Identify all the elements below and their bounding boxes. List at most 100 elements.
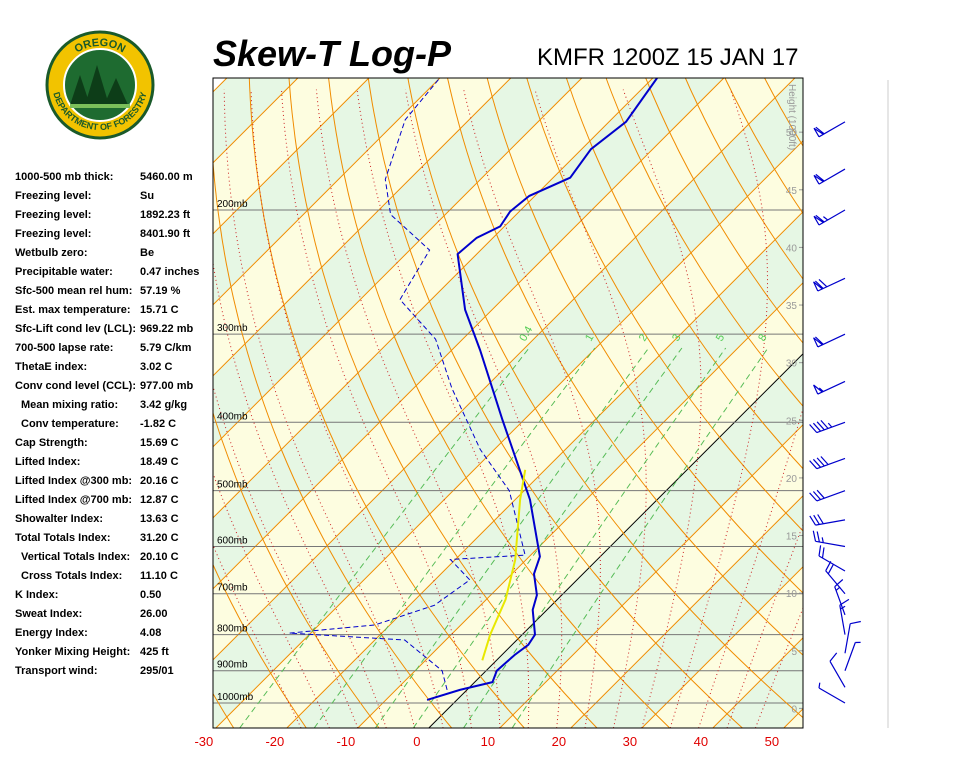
stat-value: 20.10 C — [140, 551, 179, 563]
stat-value: 20.16 C — [140, 475, 179, 487]
dry-adiabat — [486, 78, 803, 594]
barb-shape — [844, 620, 861, 654]
pressure-label: 700mb — [217, 583, 248, 594]
dry-adiabat — [213, 156, 453, 728]
pressure-label: 900mb — [217, 660, 248, 671]
x-tick-label: -10 — [336, 734, 355, 749]
stat-label: Mean mixing ratio: — [21, 399, 118, 411]
logo-top-text: OREGON — [73, 37, 128, 56]
barb-shape — [813, 333, 846, 348]
dry-adiabat — [288, 78, 598, 728]
dry-adiabat — [407, 78, 803, 719]
stat-value: 0.47 inches — [140, 266, 199, 278]
plot-frame — [212, 77, 804, 729]
isotherm — [641, 566, 803, 728]
wind-barb — [813, 121, 846, 138]
chart-subtitle: KMFR 1200Z 15 JAN 17 — [537, 44, 798, 71]
logo-ground — [70, 104, 130, 108]
stat-label: Yonker Mixing Height: — [15, 646, 130, 658]
barb-shape — [818, 545, 846, 572]
isotherm — [213, 78, 654, 519]
x-tick-label: 20 — [552, 734, 566, 749]
height-tick-label: 45 — [786, 186, 798, 197]
x-tick-label: 50 — [765, 734, 779, 749]
moist-adiabat — [726, 523, 803, 728]
dry-adiabat — [724, 78, 803, 215]
mixing-ratio-line — [313, 347, 596, 728]
stat-label: Lifted Index @300 mb: — [15, 475, 132, 487]
wind-barb — [809, 420, 846, 434]
isotherm — [215, 140, 803, 728]
stat-value: 8401.90 ft — [140, 228, 190, 240]
stat-value: 1892.23 ft — [140, 209, 190, 221]
isotherm — [499, 424, 803, 728]
isotherm-band — [783, 708, 803, 728]
barb-shape — [818, 682, 846, 704]
dry-adiabat — [605, 78, 803, 407]
mixing-ratio-label: 3 — [670, 332, 683, 343]
profile-line — [481, 469, 527, 661]
dry-adiabat — [684, 78, 803, 280]
isotherm — [286, 211, 803, 728]
x-tick-label: 10 — [481, 734, 495, 749]
stat-value: 969.22 mb — [140, 323, 193, 335]
isotherm — [570, 495, 803, 728]
wind-barb — [813, 380, 846, 395]
height-tick-label: 5 — [791, 647, 797, 658]
stat-value: 295/01 — [140, 665, 174, 677]
plot-area — [213, 78, 960, 728]
height-tick-label: 40 — [786, 243, 798, 254]
pressure-label: 800mb — [217, 624, 248, 635]
dry-adiabat — [328, 78, 671, 728]
wind-barb — [813, 168, 846, 185]
plot-overlay: 200mb 300mb 400mb 500mb 600mb 700mb 800mb 900mb… — [194, 84, 803, 749]
isotherm — [213, 78, 370, 235]
isotherm — [855, 78, 960, 728]
isotherm — [213, 78, 725, 590]
height-tick-label: 25 — [786, 416, 798, 427]
x-tick-label: 40 — [694, 734, 708, 749]
stat-value: 31.20 C — [140, 532, 179, 544]
barb-shape — [813, 168, 846, 185]
height-tick-label: 10 — [786, 589, 798, 600]
isotherm-band — [855, 78, 960, 728]
stat-label: Vertical Totals Index: — [21, 551, 130, 563]
isotherm — [213, 78, 512, 377]
pressure-label: 400mb — [217, 411, 248, 422]
barb-shape — [813, 209, 846, 226]
pressure-label: 300mb — [217, 323, 248, 334]
wind-barb — [829, 652, 846, 688]
barb-shape — [813, 277, 846, 292]
moist-adiabat — [463, 89, 601, 728]
dry-adiabat — [213, 563, 307, 728]
stat-value: 977.00 mb — [140, 380, 193, 392]
mixing-ratio-label: 5 — [714, 332, 727, 343]
stat-label: Precipitable water: — [15, 266, 113, 278]
stat-label: Freezing level: — [15, 209, 91, 221]
isotherm-band — [213, 78, 803, 728]
isotherm — [213, 78, 796, 661]
barb-shape — [809, 489, 846, 502]
pressure-label: 600mb — [217, 536, 248, 547]
dry-adiabat — [565, 78, 803, 470]
stat-label: 1000-500 mb thick: — [15, 171, 113, 183]
stat-value: 4.08 — [140, 627, 161, 639]
stat-value: 3.02 C — [140, 361, 172, 373]
stat-label: ThetaE index: — [15, 361, 87, 373]
stat-label: Showalter Index: — [15, 513, 103, 525]
moist-adiabat — [356, 89, 530, 728]
moist-adiabat — [281, 89, 472, 728]
mixing-ratio-label: 8 — [756, 332, 769, 343]
dry-adiabat — [367, 78, 743, 728]
stat-label: Est. max temperature: — [15, 304, 131, 316]
wind-barb — [813, 333, 846, 348]
stats-table: 1000-500 mb thick: 5460.00 m Freezing leve… — [15, 171, 199, 677]
stat-label: Sfc-Lift cond lev (LCL): — [15, 323, 136, 335]
isotherm — [926, 78, 960, 728]
wind-barb — [813, 277, 846, 292]
stat-label: Sfc-500 mean rel hum: — [15, 285, 132, 297]
stat-value: Be — [140, 247, 154, 259]
height-tick-label: 15 — [786, 532, 798, 543]
stat-label: Lifted Index @700 mb: — [15, 494, 132, 506]
wind-barb — [813, 209, 846, 226]
